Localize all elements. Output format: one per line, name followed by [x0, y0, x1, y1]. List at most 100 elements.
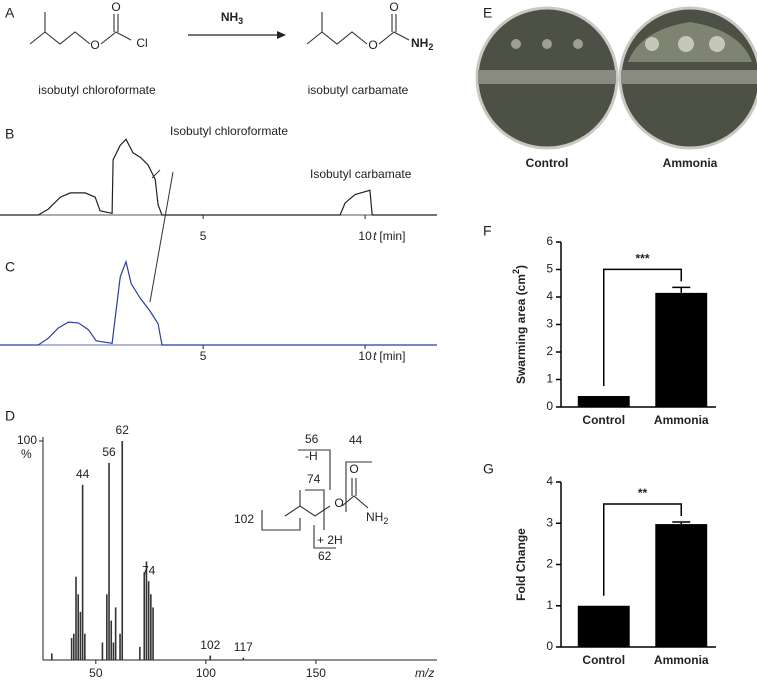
x-tick-label: 5 — [200, 229, 207, 243]
peak — [108, 462, 110, 660]
y-axis-label: Fold Change — [514, 528, 528, 601]
x-label-unit: [min] — [379, 349, 405, 363]
peak — [106, 594, 108, 660]
x-tick-label: Control — [582, 653, 625, 667]
peak — [150, 594, 152, 660]
atom: O — [368, 38, 377, 52]
cleavage — [313, 525, 336, 549]
trace — [0, 138, 437, 216]
y-tick-label: 3 — [546, 515, 553, 529]
peak — [139, 646, 141, 660]
x-tick-label: 150 — [306, 666, 326, 680]
fragment-label: + 2H — [317, 533, 343, 547]
peak — [242, 657, 245, 660]
significance: ** — [638, 486, 648, 500]
atom: O — [90, 38, 99, 52]
peak — [143, 572, 146, 660]
y-axis-label: Swarming area (cm2) — [511, 265, 528, 384]
peak — [114, 607, 117, 660]
plate-divider — [478, 70, 616, 84]
x-tick-label: 5 — [200, 349, 207, 363]
y-tick-label: 2 — [546, 557, 553, 571]
colony — [573, 39, 583, 49]
product-structure: O O NH2 — [306, 0, 433, 52]
bond — [44, 12, 91, 45]
x-tick-label: Control — [582, 413, 625, 427]
reagent-sub: 3 — [238, 16, 243, 26]
amine-sub: 2 — [428, 42, 433, 52]
bond — [284, 505, 331, 517]
y-tick-label: 100 — [17, 433, 37, 447]
x-tick-label: Ammonia — [654, 653, 709, 667]
significance-bracket — [603, 268, 682, 386]
significance-bracket — [603, 503, 682, 596]
y-tick-label: 0 — [546, 639, 553, 653]
bond — [29, 31, 46, 45]
fragment-label: 44 — [349, 433, 363, 447]
atom: Cl — [136, 36, 147, 50]
reactant-name: isobutyl chloroformate — [38, 83, 156, 97]
amine-sub: 2 — [383, 516, 388, 526]
cleavage — [261, 510, 301, 531]
colony — [511, 39, 521, 49]
panel-label: A — [5, 5, 15, 21]
x-axis-label: t [min] — [373, 229, 405, 243]
x-tick-label: 100 — [196, 666, 216, 680]
peak — [152, 607, 154, 660]
annotation: Isobutyl carbamate — [310, 167, 412, 181]
peak — [51, 653, 53, 660]
arrow-head — [277, 31, 286, 39]
x-tick-label: 10 — [358, 349, 372, 363]
cleavage — [345, 461, 372, 512]
fragment-label: 102 — [234, 512, 254, 526]
peak-label: 117 — [234, 640, 253, 654]
panel-label: G — [483, 461, 494, 477]
bar — [577, 396, 630, 407]
amine-base: NH — [366, 510, 383, 524]
peak — [75, 576, 77, 660]
peak-label: 62 — [116, 423, 130, 437]
colony — [709, 36, 725, 52]
atom: O — [349, 462, 358, 476]
peak — [73, 633, 75, 660]
fragment-label: 62 — [318, 549, 332, 563]
significance: *** — [635, 252, 649, 266]
peak — [121, 441, 124, 660]
plate-photos — [475, 6, 757, 150]
panel-label: C — [5, 259, 15, 275]
plate-label: Ammonia — [663, 156, 718, 170]
peak-label: 44 — [76, 467, 90, 481]
y-label-end: ) — [514, 265, 528, 269]
reactant-structure: O O Cl — [29, 0, 148, 52]
x-label-var: t — [373, 349, 377, 363]
pointer — [149, 171, 174, 303]
panel-label: E — [483, 5, 492, 21]
error-bar — [672, 286, 691, 293]
cleavage — [298, 449, 331, 490]
amine: NH2 — [411, 36, 433, 52]
peak — [145, 561, 148, 660]
y-label-sup: 2 — [511, 269, 521, 274]
peak — [81, 484, 84, 660]
x-label-unit: [min] — [379, 229, 405, 243]
peak — [209, 655, 212, 660]
plate-divider — [621, 70, 757, 84]
bond — [306, 31, 323, 45]
fragment-label: 56 — [305, 432, 319, 446]
peak — [70, 638, 73, 660]
peak — [110, 620, 113, 660]
peak — [77, 594, 80, 660]
x-tick-label: 50 — [89, 666, 103, 680]
bar — [655, 524, 708, 647]
panel-label: D — [5, 408, 15, 424]
bond — [321, 12, 368, 45]
x-axis-label: t [min] — [373, 349, 405, 363]
y-label-text: Swarming area (cm — [514, 274, 528, 384]
peak-label: 102 — [200, 638, 220, 652]
x-axis-label: m/z — [415, 666, 434, 680]
atom: O — [334, 496, 343, 510]
peak — [112, 642, 115, 660]
amine-base: NH — [411, 36, 428, 50]
amine: NH2 — [366, 510, 388, 526]
